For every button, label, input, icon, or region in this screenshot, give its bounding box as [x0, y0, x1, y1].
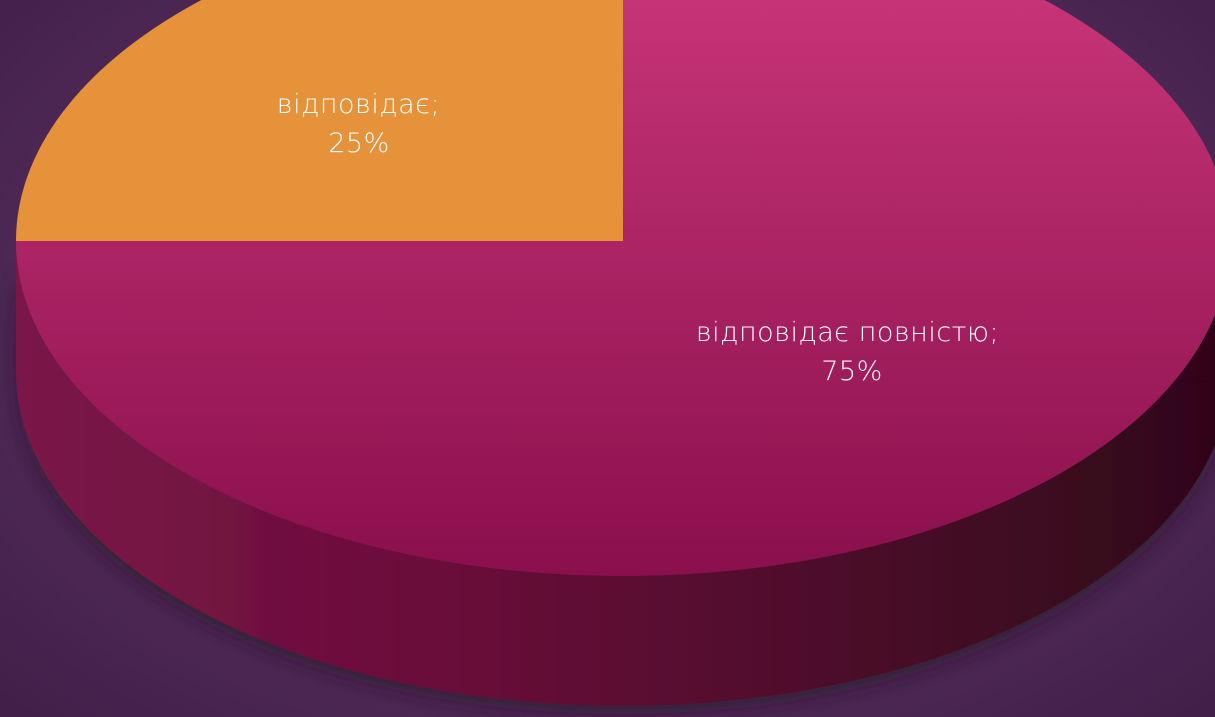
pie-side-wall — [16, 241, 1215, 706]
pie-slices — [16, 0, 1215, 576]
slice-label-vidpovidae-name: відповідає; — [277, 89, 440, 120]
slice-label-vidpovidae-povnistyu-value: 75% — [821, 356, 883, 387]
slice-label-vidpovidae-povnistyu: відповідає повністю; 75% — [696, 317, 1008, 387]
pie-slice-vidpovidae-povnistyu — [16, 0, 1215, 576]
slice-label-vidpovidae-value: 25% — [328, 128, 390, 159]
slice-label-vidpovidae-povnistyu-name: відповідає повністю; — [696, 317, 999, 348]
pie-slice-vidpovidae — [16, 0, 623, 241]
slice-label-vidpovidae: відповідає; 25% — [277, 89, 449, 159]
